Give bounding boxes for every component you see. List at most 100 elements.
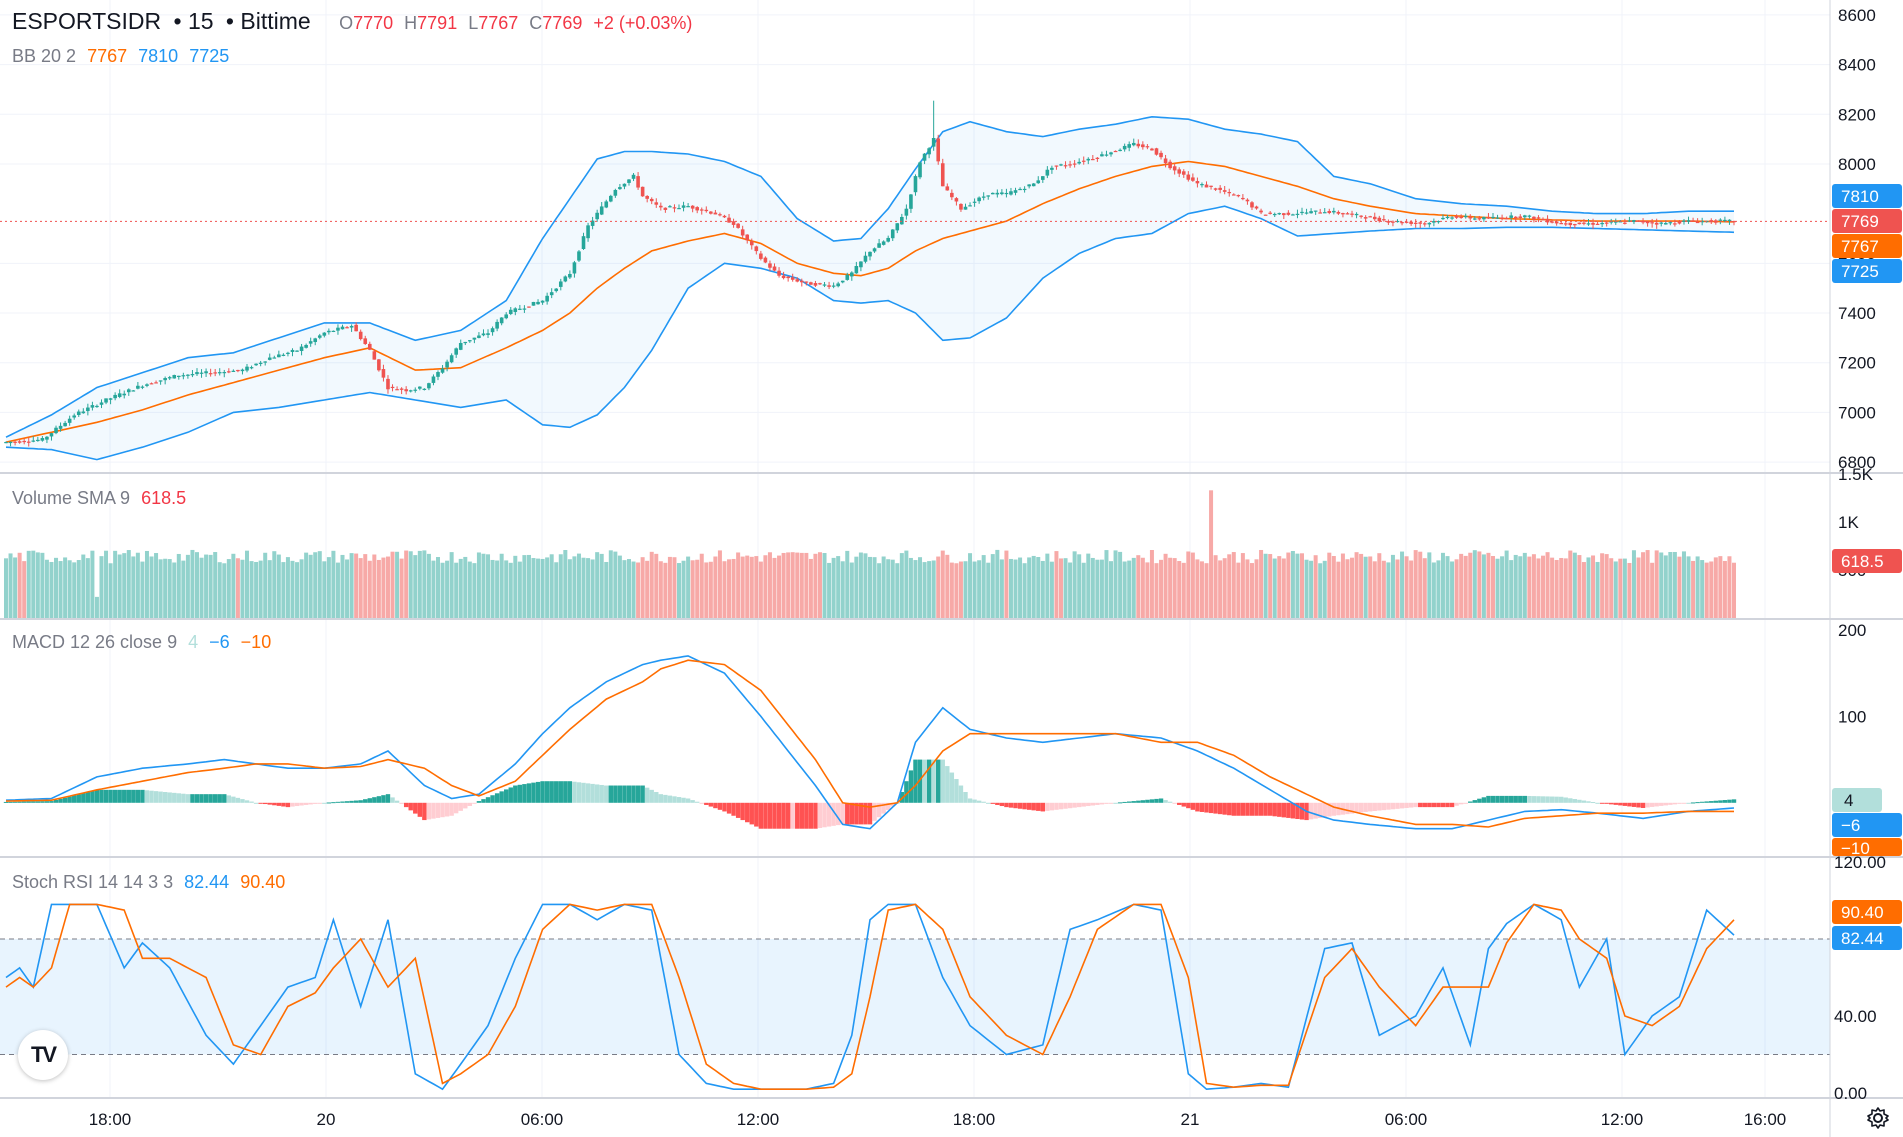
- volume-bar: [1591, 555, 1596, 618]
- tradingview-logo-icon[interactable]: TV: [18, 1030, 68, 1080]
- candle: [881, 241, 886, 245]
- macd-hist-bar: [1054, 802, 1059, 810]
- volume-bar: [1181, 562, 1186, 618]
- volume-bar: [1518, 556, 1523, 618]
- volume-bar: [645, 560, 650, 618]
- volume-bar: [1345, 559, 1350, 618]
- macd-hist-bar: [203, 794, 209, 803]
- macd-hist-bar: [1472, 800, 1477, 803]
- volume-bar: [49, 561, 54, 618]
- candle: [1195, 181, 1200, 184]
- settings-gear-icon[interactable]: [1867, 1107, 1889, 1129]
- volume-bar: [699, 553, 704, 618]
- candle: [804, 281, 809, 283]
- candle: [1218, 187, 1222, 190]
- candle: [1645, 221, 1650, 224]
- stoch-legend[interactable]: Stoch RSI 14 14 3 3 82.44 90.40: [12, 872, 286, 892]
- candle: [1022, 188, 1027, 191]
- candle: [1463, 215, 1468, 218]
- macd-hist-bar: [749, 802, 754, 825]
- volume-bar: [149, 556, 154, 618]
- candle: [1363, 217, 1368, 219]
- candle: [308, 341, 313, 344]
- volume-bar: [436, 557, 440, 618]
- volume-bar: [354, 553, 359, 618]
- volume-bar: [881, 556, 886, 618]
- candle: [927, 148, 931, 155]
- volume-bar: [640, 557, 645, 618]
- volume-bar: [449, 552, 454, 618]
- candle: [126, 389, 131, 393]
- volume-legend[interactable]: Volume SMA 9 618.5: [12, 488, 187, 508]
- volume-bar: [995, 549, 1000, 618]
- candle: [990, 192, 995, 195]
- macd-hist-bar: [1308, 802, 1314, 820]
- candle: [1568, 222, 1573, 226]
- macd-hist-bar: [181, 793, 186, 803]
- macd-hist-bar: [1422, 802, 1427, 808]
- macd-hist-bar: [649, 789, 654, 803]
- candle: [131, 390, 136, 392]
- candle: [1559, 223, 1563, 225]
- macd-hist-bar: [1527, 795, 1532, 803]
- volume-bar: [940, 550, 945, 618]
- macd-hist-bar: [1481, 797, 1487, 803]
- volume-bar: [367, 560, 372, 618]
- candle: [222, 372, 227, 374]
- macd-hist-bar: [149, 790, 154, 803]
- volume-bar: [208, 554, 213, 618]
- bb-legend[interactable]: BB 20 2 7767 7810 7725: [12, 46, 230, 66]
- volume-bar: [272, 551, 277, 618]
- volume-bar: [1700, 560, 1705, 618]
- macd-hist-bar: [1399, 802, 1405, 809]
- candle: [1350, 213, 1354, 215]
- macd-legend[interactable]: MACD 12 26 close 9 4 −6 −10: [12, 632, 272, 652]
- candle: [1136, 143, 1141, 147]
- candle: [763, 257, 768, 263]
- candle: [977, 197, 981, 202]
- volume-bar: [335, 562, 340, 618]
- symbol-title[interactable]: ESPORTSIDR • 15 • Bittime: [12, 8, 311, 34]
- candle: [1200, 184, 1204, 186]
- candle: [331, 330, 336, 333]
- volume-bar: [1195, 559, 1200, 618]
- macd-hist-bar: [335, 801, 341, 803]
- volume-bar: [1222, 558, 1227, 618]
- stoch-tick-label: 0.00: [1834, 1084, 1867, 1103]
- volume-bar: [267, 560, 272, 618]
- volume-bar: [190, 549, 195, 618]
- macd-hist-bar: [1499, 795, 1505, 803]
- volume-bar: [1209, 490, 1214, 618]
- candle: [645, 195, 649, 199]
- volume-bar: [372, 554, 377, 618]
- volume-bar: [331, 550, 336, 618]
- volume-bar: [1008, 558, 1013, 618]
- candle: [809, 282, 813, 285]
- volume-bar: [349, 553, 354, 618]
- volume-bar: [1377, 553, 1382, 618]
- macd-hist-bar: [1449, 802, 1455, 808]
- volume-bar: [513, 555, 518, 618]
- macd-hist-bar: [922, 759, 927, 803]
- candle: [358, 331, 363, 340]
- macd-hist-bar: [722, 802, 727, 812]
- macd-hist-bar: [908, 770, 914, 803]
- candle: [1113, 150, 1118, 153]
- macd-hist-bar: [381, 795, 386, 803]
- macd-hist-bar: [658, 794, 664, 803]
- macd-hist-bar: [1117, 802, 1123, 804]
- volume-bar: [772, 557, 777, 618]
- candle: [613, 189, 618, 196]
- macd-hist-bar: [358, 800, 363, 803]
- macd-hist-bar: [481, 799, 486, 803]
- volume-bar: [1650, 562, 1655, 618]
- volume-bar: [831, 557, 836, 618]
- candle: [590, 220, 595, 226]
- macd-hist-bar: [617, 785, 623, 803]
- candle: [868, 251, 872, 257]
- macd-hist-bar: [444, 802, 450, 817]
- candle: [477, 335, 481, 338]
- volume-bar: [285, 557, 290, 618]
- volume-bar: [1663, 555, 1668, 618]
